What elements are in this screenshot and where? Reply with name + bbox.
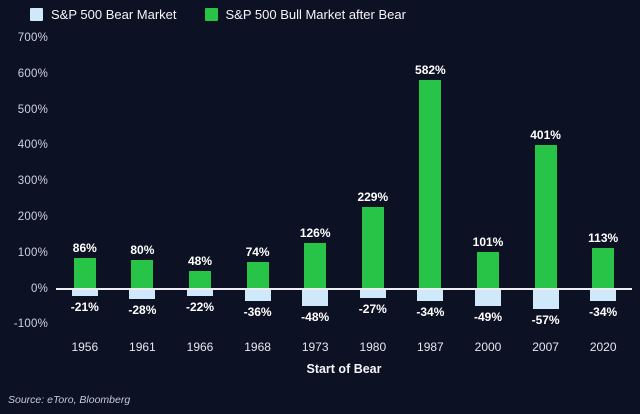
x-axis-tick-label: 1961 [129, 340, 156, 354]
bull-value-label: 80% [130, 242, 155, 257]
legend: S&P 500 Bear Market S&P 500 Bull Market … [30, 7, 406, 22]
bull-value-label: 48% [187, 254, 213, 269]
zero-axis-line [56, 287, 632, 290]
bull-market-bar [534, 145, 557, 289]
legend-item-bear-market: S&P 500 Bear Market [30, 7, 177, 22]
bear-market-bar [359, 288, 386, 299]
bull-market-bar [477, 252, 499, 289]
bear-market-swatch-icon [30, 8, 43, 21]
x-axis-tick-label: 1956 [71, 340, 99, 354]
x-axis-tick-label: 1968 [244, 340, 271, 354]
y-axis-tick-label: 500% [17, 103, 48, 116]
bear-value-label: -22% [185, 300, 214, 315]
bear-market-bar [71, 288, 98, 297]
bull-value-label: 401% [530, 128, 561, 143]
bull-value-label: 86% [72, 240, 97, 255]
bear-value-label: -28% [128, 302, 157, 317]
bear-value-label: -34% [416, 304, 445, 319]
y-axis-tick-label: 200% [17, 211, 48, 223]
y-axis-tick-label: -100% [13, 318, 48, 331]
bull-market-bar [592, 248, 615, 289]
x-axis-tick-label: 1987 [417, 340, 444, 354]
legend-item-bull-market: S&P 500 Bull Market after Bear [204, 7, 406, 22]
bull-market-bar [189, 271, 211, 289]
bull-market-bar [131, 259, 154, 289]
bull-market-bar [246, 262, 269, 289]
y-axis-tick-label: 300% [17, 175, 48, 188]
bear-market-bar [302, 288, 329, 306]
bull-market-bar [73, 257, 96, 289]
bull-value-label: 126% [299, 226, 331, 241]
bull-value-label: 229% [357, 189, 389, 204]
x-axis-tick-label: 2020 [589, 340, 617, 354]
bear-value-label: -49% [473, 310, 502, 325]
bear-value-label: -27% [358, 302, 387, 317]
bear-value-label: -36% [243, 305, 272, 320]
source-attribution: Source: eToro, Bloomberg [8, 394, 131, 406]
bull-value-label: 113% [588, 231, 619, 246]
x-axis-tick-label: 1980 [359, 340, 387, 354]
y-axis-tick-label: 400% [17, 139, 48, 152]
y-axis-tick-label: 0% [30, 282, 48, 295]
x-axis-title: Start of Bear [306, 362, 382, 376]
legend-label-bull-market: S&P 500 Bull Market after Bear [225, 7, 406, 22]
bear-market-bar [590, 288, 617, 301]
bull-value-label: 74% [245, 245, 270, 260]
bear-value-label: -34% [589, 304, 618, 319]
bull-market-bar [361, 206, 384, 289]
y-axis-tick-label: 100% [17, 246, 48, 259]
bull-value-label: 582% [415, 63, 446, 78]
bear-market-bar [475, 288, 501, 307]
y-axis-tick-label: 600% [17, 67, 48, 80]
bear-market-bar [187, 288, 213, 297]
bull-market-bar [419, 80, 442, 289]
bear-value-label: -21% [70, 300, 99, 315]
legend-label-bear-market: S&P 500 Bear Market [51, 7, 177, 22]
bear-value-label: -57% [531, 313, 560, 327]
x-axis-tick-label: 1973 [301, 340, 329, 354]
bull-market-swatch-icon [204, 8, 218, 21]
x-axis-tick-label: 2000 [474, 340, 502, 354]
bull-market-bar [304, 243, 327, 289]
bear-market-bar [244, 288, 271, 302]
bear-market-bar [129, 288, 156, 299]
y-axis-tick-label: 700% [17, 32, 48, 44]
bear-market-bar [532, 288, 559, 309]
bear-market-bar [417, 288, 444, 301]
bear-value-label: -48% [301, 309, 330, 324]
x-axis-tick-label: 1966 [186, 340, 214, 354]
bull-value-label: 101% [472, 235, 504, 250]
x-axis-tick-label: 2007 [532, 340, 559, 354]
